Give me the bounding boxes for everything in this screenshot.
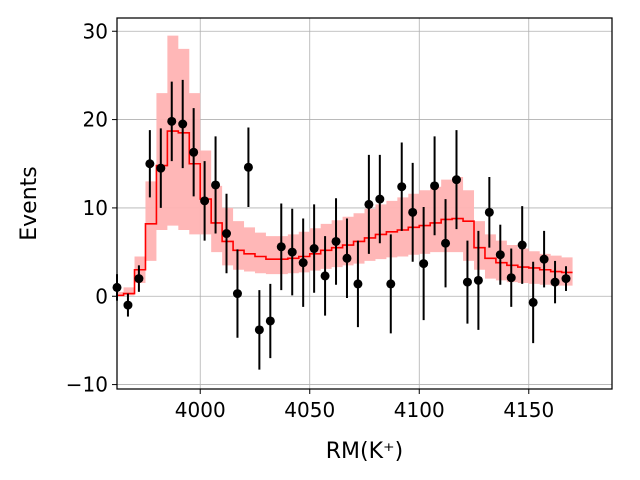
data-point (441, 238, 451, 248)
uncertainty-band (117, 35, 573, 297)
data-point (353, 279, 363, 289)
data-point (451, 175, 461, 185)
data-point (232, 289, 242, 299)
data-point (473, 275, 483, 285)
plot-frame (116, 17, 613, 390)
x-tick-label: 4000 (175, 398, 226, 422)
data-point (517, 240, 527, 250)
y-tick-label: −10 (66, 373, 108, 397)
data-point (287, 247, 297, 257)
fit-line (117, 130, 573, 297)
data-point (386, 279, 396, 289)
y-axis-label: Events (17, 166, 42, 241)
data-point (408, 207, 418, 217)
data-point (528, 297, 538, 307)
data-point (506, 273, 516, 283)
data-point (145, 159, 155, 169)
data-point (254, 325, 264, 335)
data-point (364, 199, 374, 209)
y-tick-label: 0 (95, 284, 108, 308)
data-point (550, 277, 560, 287)
data-point (134, 274, 144, 284)
data-point (462, 277, 472, 287)
fit-step-line (117, 130, 573, 297)
data-point (243, 162, 253, 172)
data-point (430, 181, 440, 191)
data-point (539, 254, 549, 264)
y-tick-label: 10 (83, 196, 108, 220)
data-point (276, 242, 286, 252)
data-point (309, 244, 319, 254)
data-point (211, 180, 221, 190)
data-point (331, 236, 341, 246)
data-point (561, 274, 571, 284)
x-tick-label: 4150 (503, 398, 554, 422)
data-point (123, 300, 133, 310)
data-point (189, 147, 199, 157)
data-point (265, 316, 275, 326)
data-point (320, 271, 330, 281)
x-axis-ticks: 4000 4050 4100 4150 (175, 389, 554, 422)
y-tick-label: 30 (83, 19, 108, 43)
data-point (375, 194, 385, 204)
data-point (200, 196, 210, 206)
data-point (156, 163, 166, 173)
data-point (342, 253, 352, 263)
data-points (112, 79, 571, 370)
x-tick-label: 4050 (284, 398, 335, 422)
data-point (484, 207, 494, 217)
data-point (167, 116, 177, 126)
x-axis-label: RM(K⁺) (326, 439, 403, 464)
y-tick-label: 20 (83, 108, 108, 132)
band-area (117, 35, 573, 297)
x-tick-label: 4100 (394, 398, 445, 422)
data-point (397, 182, 407, 192)
y-axis-ticks: −10 0 10 20 30 (66, 19, 117, 397)
data-point (495, 250, 505, 260)
data-point (419, 259, 429, 269)
data-point (222, 229, 232, 239)
data-point (178, 119, 188, 129)
data-point (298, 258, 308, 268)
